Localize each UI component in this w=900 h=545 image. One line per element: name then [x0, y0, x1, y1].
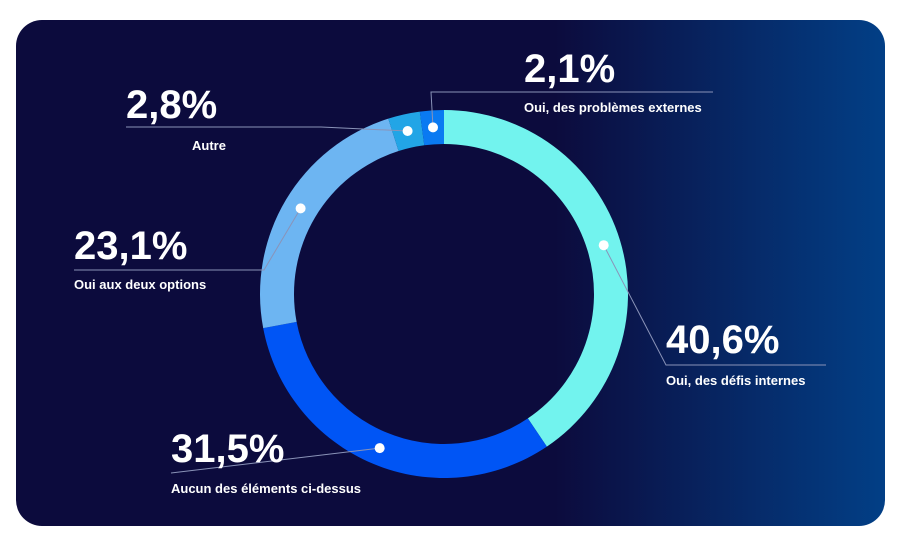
card-background: [16, 20, 885, 526]
category-label-oui-des-defis-internes: Oui, des défis internes: [666, 373, 805, 388]
category-label-oui-des-problemes-externes: Oui, des problèmes externes: [524, 100, 702, 115]
leader-line-oui-aux-deux-options: [74, 208, 302, 271]
category-label-oui-aux-deux-options: Oui aux deux options: [74, 277, 206, 292]
value-label-oui-des-defis-internes: 40,6%: [666, 318, 779, 362]
slice-oui-des-defis-internes: [444, 110, 628, 447]
marker-dot-oui-des-problemes-externes: [428, 122, 439, 133]
donut-chart: 40,6% Oui, des défis internes 31,5% Aucun d…: [16, 20, 885, 526]
slice-aucun-des-elements-ci-dessus: [263, 321, 547, 478]
value-label-oui-des-problemes-externes: 2,1%: [524, 47, 615, 91]
marker-dot-oui-aux-deux-options: [295, 203, 306, 214]
marker-dot-autre: [402, 126, 413, 137]
slice-oui-aux-deux-options: [260, 118, 399, 329]
value-label-autre: 2,8%: [126, 83, 217, 127]
leader-line-oui-des-problemes-externes: [430, 91, 713, 128]
value-label-aucun-des-elements-ci-dessus: 31,5%: [171, 427, 284, 471]
leader-line-oui-des-defis-internes: [603, 244, 826, 366]
category-label-autre: Autre: [192, 138, 226, 153]
marker-dot-aucun-des-elements-ci-dessus: [374, 443, 385, 454]
leader-line-autre: [126, 126, 408, 132]
callouts: 40,6% Oui, des défis internes 31,5% Aucun d…: [74, 47, 826, 496]
marker-dot-oui-des-defis-internes: [598, 240, 609, 251]
leader-line-aucun-des-elements-ci-dessus: [170, 447, 380, 474]
category-label-aucun-des-elements-ci-dessus: Aucun des éléments ci-dessus: [171, 481, 361, 496]
value-label-oui-aux-deux-options: 23,1%: [74, 224, 187, 268]
chart-card: 40,6% Oui, des défis internes 31,5% Aucun d…: [16, 20, 885, 526]
